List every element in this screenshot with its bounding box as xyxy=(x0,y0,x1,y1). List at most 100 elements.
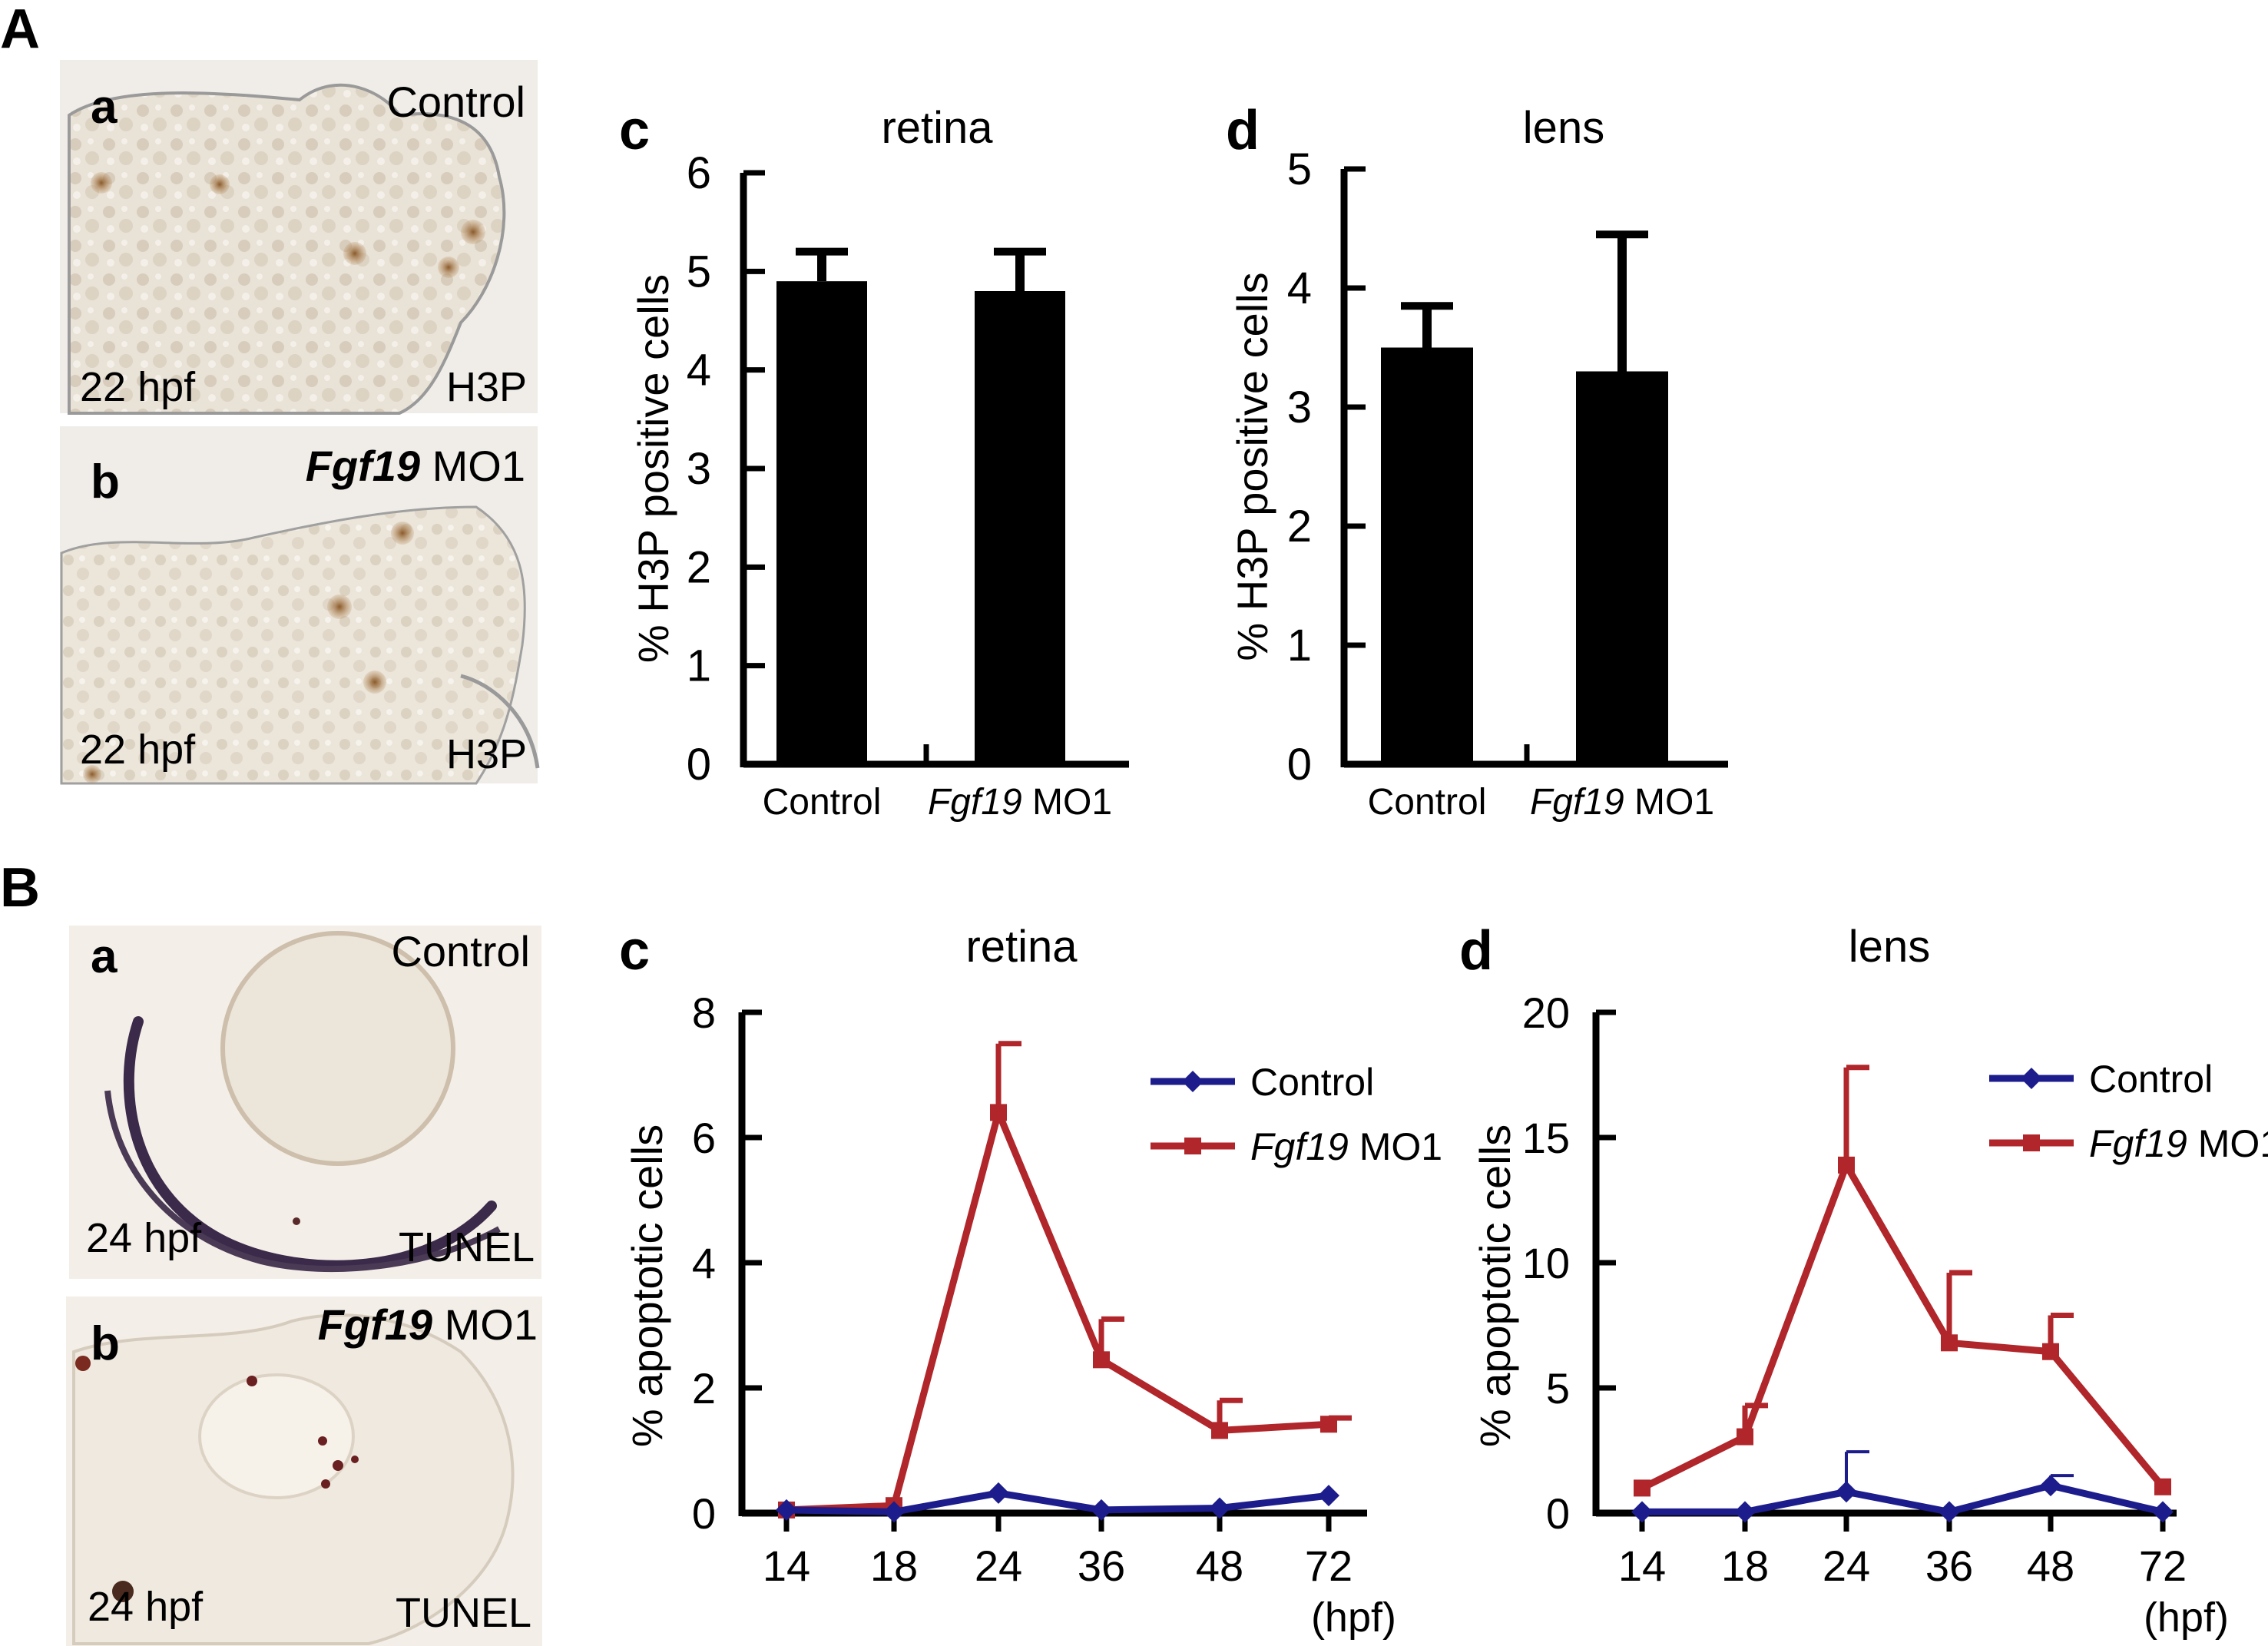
y-tick-label: 8 xyxy=(692,989,716,1037)
x-tick-label: 18 xyxy=(1721,1542,1769,1590)
x-category-label: Control xyxy=(1368,782,1487,823)
legend-suffix: MO1 xyxy=(2187,1122,2268,1165)
retina-outline xyxy=(123,1016,497,1271)
category-suffix: Control xyxy=(763,782,882,823)
chart-panel-label: c xyxy=(619,100,650,161)
chart-title: lens xyxy=(1523,103,1604,153)
data-point xyxy=(1836,1481,1857,1503)
x-tick-label: 72 xyxy=(1305,1542,1353,1590)
y-axis-label: % H3P positive cells xyxy=(1228,272,1276,661)
x-tick-label: 48 xyxy=(2027,1542,2074,1590)
series-fgf19-mo1 xyxy=(1634,1065,2171,1497)
micrograph-stain-label: TUNEL xyxy=(399,1224,535,1270)
category-suffix: MO1 xyxy=(1624,782,1714,823)
y-tick-label: 6 xyxy=(692,1114,716,1162)
condition-gene: Fgf19 xyxy=(306,442,420,490)
y-tick-label: 0 xyxy=(687,740,711,790)
data-point xyxy=(1209,1497,1230,1519)
legend-label: Fgf19 MO1 xyxy=(1250,1125,1442,1168)
tissue-section xyxy=(68,83,506,415)
chart-panel-label: d xyxy=(1459,920,1493,982)
x-tick-label: 36 xyxy=(1078,1542,1125,1590)
chart-title: retina xyxy=(881,103,993,153)
micrograph-B-a: a Control 24 hpf TUNEL xyxy=(69,926,541,1279)
micrograph-stage-label: 24 hpf xyxy=(86,1215,202,1261)
lens-outline xyxy=(198,1373,355,1499)
data-point xyxy=(1318,1485,1339,1507)
data-point xyxy=(2152,1501,2174,1523)
y-tick-label: 0 xyxy=(1287,740,1312,790)
chart-retina-h3p: c retina % H3P positive cells 0 1 2 3 4 5 6 Contro… xyxy=(619,100,1129,823)
micrograph-condition-label: Control xyxy=(386,78,525,126)
series-line xyxy=(786,1108,1329,1514)
data-point xyxy=(1320,1416,1337,1433)
x-tick-label: 48 xyxy=(1196,1542,1243,1590)
panel-letter-A: A xyxy=(0,0,40,60)
legend-swatch-marker xyxy=(1184,1138,1201,1154)
h3p-positive-cells xyxy=(83,522,414,783)
y-tick-label: 10 xyxy=(1522,1239,1570,1287)
data-point xyxy=(883,1501,905,1523)
y-tick-label: 3 xyxy=(1287,383,1312,432)
chart-lens-h3p: d lens % H3P positive cells 0 1 2 3 4 5 Control Fg… xyxy=(1226,100,1728,823)
y-tick-label: 0 xyxy=(1546,1489,1570,1538)
y-axis-label: % apoptotic cells xyxy=(623,1124,671,1447)
x-tick-label: 72 xyxy=(2139,1542,2187,1590)
data-point xyxy=(2042,1343,2059,1360)
data-point xyxy=(2040,1475,2061,1497)
bar xyxy=(776,281,867,765)
series-control xyxy=(776,1482,1339,1523)
legend: Control Fgf19 MO1 xyxy=(1989,1058,2268,1165)
micrograph-stain-label: TUNEL xyxy=(396,1590,531,1636)
series-control xyxy=(1631,1450,2174,1523)
x-axis-unit: (hpf) xyxy=(1311,1595,1396,1641)
tunel-positive-cell xyxy=(293,1217,300,1225)
legend-swatch-marker xyxy=(1182,1071,1204,1092)
y-tick-label: 4 xyxy=(687,346,711,396)
legend: Control Fgf19 MO1 xyxy=(1151,1061,1442,1168)
x-axis-unit: (hpf) xyxy=(2144,1595,2229,1641)
y-tick-label: 0 xyxy=(692,1489,716,1538)
y-tick-label: 1 xyxy=(1287,621,1312,671)
y-tick-label: 2 xyxy=(687,542,711,592)
micrograph-stage-label: 22 hpf xyxy=(80,364,196,410)
condition-gene: Fgf19 xyxy=(318,1300,432,1349)
data-point xyxy=(1634,1479,1651,1497)
x-tick-label: 18 xyxy=(870,1542,918,1590)
micrograph-B-b: b Fgf19 MO1 24 hpf TUNEL xyxy=(66,1297,542,1646)
chart-panel-label: d xyxy=(1226,100,1260,161)
data-point xyxy=(1941,1334,1958,1352)
legend-name: Control xyxy=(1250,1061,1374,1104)
y-tick-label: 2 xyxy=(1287,502,1312,551)
micrograph-stain-label: H3P xyxy=(446,364,527,410)
legend-gene: Fgf19 xyxy=(1250,1125,1349,1168)
data-point xyxy=(988,1482,1009,1504)
y-tick-label: 4 xyxy=(692,1239,716,1287)
legend-gene: Fgf19 xyxy=(2089,1122,2187,1165)
x-category-label: Fgf19 MO1 xyxy=(928,782,1112,823)
category-gene: Fgf19 xyxy=(928,782,1022,823)
legend-swatch-marker xyxy=(2023,1134,2040,1151)
data-point xyxy=(1631,1501,1653,1523)
y-tick-label: 3 xyxy=(687,444,711,494)
data-point xyxy=(776,1499,797,1521)
data-point xyxy=(1737,1428,1753,1446)
legend-swatch-marker xyxy=(2021,1068,2042,1089)
data-point xyxy=(1091,1499,1112,1521)
micrograph-condition-label: Control xyxy=(391,927,530,975)
x-tick-label: 14 xyxy=(763,1542,810,1590)
data-point xyxy=(990,1104,1007,1121)
data-point xyxy=(1211,1422,1228,1439)
tunel-positive-cells xyxy=(75,1356,359,1602)
legend-name: Control xyxy=(2089,1058,2213,1101)
micrograph-A-b: b Fgf19 MO1 22 hpf H3P xyxy=(60,426,540,785)
data-point xyxy=(1838,1156,1855,1174)
retina-lamina xyxy=(104,1090,501,1273)
series-line xyxy=(786,1489,1329,1515)
series-fgf19-mo1 xyxy=(778,1041,1352,1518)
micrograph-sub-label: a xyxy=(91,930,118,983)
y-tick-label: 1 xyxy=(687,641,711,691)
legend-label: Control xyxy=(2089,1058,2213,1101)
y-tick-label: 5 xyxy=(687,247,711,296)
micrograph-sub-label: a xyxy=(91,81,118,134)
